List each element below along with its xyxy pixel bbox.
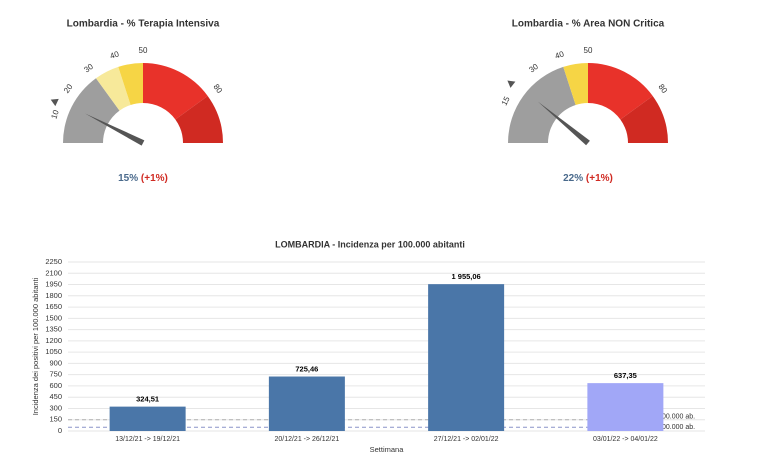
y-tick-label: 750 xyxy=(49,370,62,379)
gauge-title: Lombardia - % Terapia Intensiva xyxy=(67,19,220,30)
x-tick-label: 03/01/22 -> 04/01/22 xyxy=(593,436,658,443)
y-tick-label: 1050 xyxy=(45,347,62,356)
gauge-value: 15% (+1%) xyxy=(118,173,168,184)
y-tick-label: 900 xyxy=(49,358,62,367)
value-label: 324,51 xyxy=(136,395,159,404)
previous-marker xyxy=(507,80,516,88)
bar xyxy=(587,383,664,431)
gauge-needle xyxy=(537,101,590,146)
x-tick-label: 20/12/21 -> 26/12/21 xyxy=(274,436,339,443)
gauge-band xyxy=(620,95,668,143)
gauge-tick-label: 10 xyxy=(49,108,60,120)
gauge-title: Lombardia - % Area NON Critica xyxy=(512,19,665,30)
y-tick-label: 1950 xyxy=(45,280,62,289)
gauge-tick-label: 50 xyxy=(584,46,593,55)
gauge-tick-label: 40 xyxy=(109,49,121,60)
gauge-band xyxy=(118,63,143,105)
bar xyxy=(268,376,345,431)
gauge-tick-label: 20 xyxy=(62,82,75,95)
gauge-band xyxy=(588,63,653,120)
gauge-value: 22% (+1%) xyxy=(563,173,613,184)
value-label: 1 955,06 xyxy=(452,272,481,281)
gauge-tick-label: 30 xyxy=(527,62,540,75)
y-tick-label: 1500 xyxy=(45,313,62,322)
gauge-band xyxy=(143,63,208,120)
bar xyxy=(428,284,505,431)
y-tick-label: 300 xyxy=(49,403,62,412)
bar xyxy=(109,406,186,431)
y-tick-label: 2250 xyxy=(45,257,62,266)
y-tick-label: 1800 xyxy=(45,291,62,300)
x-axis-label: Settimana xyxy=(370,445,405,454)
gauge-band xyxy=(563,63,588,105)
value-label: 637,35 xyxy=(614,371,637,380)
gauge-band xyxy=(175,95,223,143)
y-tick-label: 1350 xyxy=(45,325,62,334)
x-tick-label: 13/12/21 -> 19/12/21 xyxy=(115,436,180,443)
reference-label: 00.000 ab. xyxy=(662,414,695,421)
y-tick-label: 600 xyxy=(49,381,62,390)
previous-marker xyxy=(50,98,59,107)
y-tick-label: 150 xyxy=(49,415,62,424)
change-label: (+1%) xyxy=(141,173,168,184)
value-label: 725,46 xyxy=(295,364,318,373)
value-label: 22% xyxy=(563,173,583,184)
x-tick-label: 27/12/21 -> 02/01/22 xyxy=(434,436,499,443)
gauge-needle xyxy=(85,113,145,146)
value-label: 15% xyxy=(118,173,138,184)
gauge-tick-label: 50 xyxy=(139,46,148,55)
y-tick-label: 2100 xyxy=(45,268,62,277)
reference-label: 00.000 ab. xyxy=(662,424,695,431)
gauge-tick-label: 40 xyxy=(554,49,566,60)
chart-title: LOMBARDIA - Incidenza per 100.000 abitan… xyxy=(275,239,465,249)
y-tick-label: 1650 xyxy=(45,302,62,311)
gauge-tick-label: 80 xyxy=(211,82,224,95)
y-axis-label: Incidenza dei positivi per 100.000 abita… xyxy=(31,277,40,415)
gauge-tick-label: 30 xyxy=(82,62,95,75)
gauge-tick-label: 15 xyxy=(500,95,512,108)
change-label: (+1%) xyxy=(586,173,613,184)
gauge-tick-label: 80 xyxy=(656,82,669,95)
y-tick-label: 1200 xyxy=(45,336,62,345)
y-tick-label: 0 xyxy=(58,426,62,435)
y-tick-label: 450 xyxy=(49,392,62,401)
gauge-band xyxy=(63,78,120,143)
gauge-band xyxy=(95,66,131,111)
